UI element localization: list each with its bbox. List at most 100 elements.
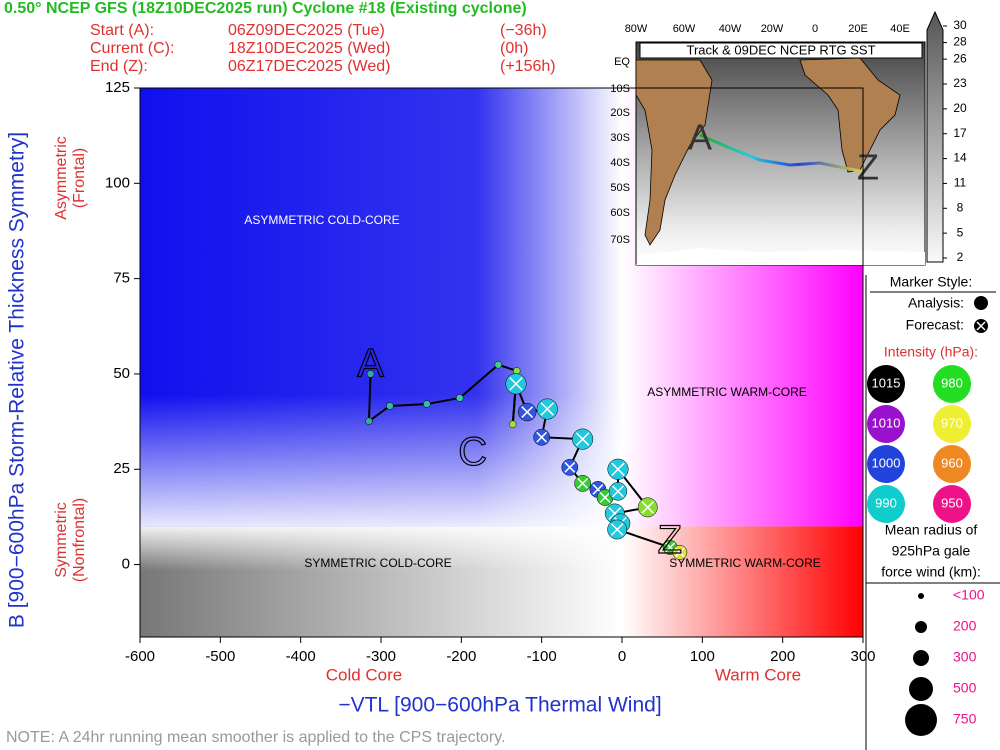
intensity-label: 1000 bbox=[872, 455, 901, 470]
colorbar-label: 30 bbox=[953, 18, 967, 32]
lon-label: 40W bbox=[719, 23, 742, 35]
intensity-label: 960 bbox=[941, 455, 963, 470]
analysis-point bbox=[423, 400, 431, 408]
intensity-label: 1010 bbox=[872, 415, 901, 430]
legend-title: Intensity (hPa): bbox=[884, 344, 978, 360]
lon-label: 40E bbox=[890, 23, 910, 35]
header-text: (0h) bbox=[500, 40, 528, 57]
legend-symbol bbox=[976, 321, 986, 331]
forecast-cross bbox=[509, 377, 523, 391]
forecast-cross bbox=[575, 432, 590, 446]
lon-label: 80W bbox=[625, 23, 648, 35]
region-label: SYMMETRIC WARM-CORE bbox=[669, 556, 821, 570]
lat-label: 20S bbox=[610, 107, 630, 119]
inset-marker: Z bbox=[857, 147, 879, 188]
header-text: Current (C): bbox=[90, 40, 174, 57]
colorbar-label: 14 bbox=[953, 151, 967, 165]
continent bbox=[635, 59, 713, 246]
forecast-cross bbox=[521, 406, 534, 418]
y-tick-label: 50 bbox=[113, 365, 130, 382]
radius-swatch bbox=[905, 704, 937, 736]
track-marker: C bbox=[458, 430, 487, 474]
lat-label: 70S bbox=[610, 234, 630, 246]
lat-label: 10S bbox=[610, 83, 630, 95]
colorbar-label: 26 bbox=[953, 51, 967, 65]
antarctica bbox=[636, 248, 925, 265]
y-side-label: (Nonfrontal) bbox=[71, 498, 88, 582]
legend-title: Marker Style: bbox=[890, 274, 972, 290]
colorbar-label: 8 bbox=[957, 200, 964, 214]
region-bg bbox=[140, 88, 622, 527]
x-axis-label: −VTL [900−600hPa Thermal Wind] bbox=[338, 694, 661, 717]
radius-label: 300 bbox=[953, 649, 977, 665]
lat-label: EQ bbox=[614, 56, 630, 68]
y-side-label: Symmetric bbox=[53, 502, 70, 578]
y-tick-label: 125 bbox=[105, 79, 130, 96]
colorbar-label: 2 bbox=[957, 250, 964, 264]
forecast-cross bbox=[564, 461, 576, 473]
legend-title: Mean radius of bbox=[885, 522, 978, 538]
header-text: 18Z10DEC2025 (Wed) bbox=[228, 40, 390, 57]
colorbar-label: 17 bbox=[953, 126, 967, 140]
forecast-cross bbox=[577, 477, 589, 489]
lon-label: 20W bbox=[761, 23, 784, 35]
colorbar bbox=[926, 10, 944, 263]
x-tick-label: -500 bbox=[205, 648, 235, 665]
intensity-label: 970 bbox=[941, 415, 963, 430]
inset-marker: A bbox=[688, 117, 712, 158]
intensity-label: 1015 bbox=[872, 375, 901, 390]
radius-label: 750 bbox=[953, 711, 977, 727]
lat-label: 60S bbox=[610, 207, 630, 219]
legend-symbol bbox=[974, 296, 988, 310]
inset-map: A Z Track & 09DEC NCEP RTG SST 80W 60W 40W… bbox=[610, 10, 967, 266]
x-tick-label: -400 bbox=[286, 648, 316, 665]
x-side-label: Cold Core bbox=[326, 665, 403, 684]
header-text: (+156h) bbox=[500, 58, 556, 75]
plot-frame bbox=[139, 87, 864, 638]
forecast-cross bbox=[611, 462, 625, 476]
y-tick-label: 100 bbox=[105, 174, 130, 191]
inset-title-box bbox=[639, 42, 923, 59]
intensity-swatch bbox=[867, 365, 905, 403]
lat-label: 40S bbox=[610, 157, 630, 169]
colorbar-label: 28 bbox=[953, 35, 967, 49]
intensity-label: 990 bbox=[875, 495, 897, 510]
intensity-label: 980 bbox=[941, 375, 963, 390]
analysis-point bbox=[494, 361, 503, 369]
colorbar-label: 23 bbox=[953, 76, 967, 90]
track-marker: A bbox=[357, 342, 384, 386]
lon-label: 0 bbox=[812, 23, 818, 35]
background bbox=[140, 88, 863, 637]
y-side-label: (Frontal) bbox=[71, 148, 88, 208]
y-tick-label: 0 bbox=[122, 556, 130, 573]
analysis-point bbox=[386, 402, 394, 410]
x-tick-label: 100 bbox=[690, 648, 715, 665]
radius-swatch bbox=[915, 621, 927, 633]
analysis-point bbox=[366, 370, 375, 378]
radius-label: <100 bbox=[953, 587, 985, 603]
x-tick-label: -600 bbox=[125, 648, 155, 665]
colorbar-label: 11 bbox=[954, 176, 967, 190]
radius-label: 200 bbox=[953, 618, 977, 634]
x-tick-label: 200 bbox=[770, 648, 795, 665]
radius-swatch bbox=[909, 677, 933, 701]
lon-label: 20E bbox=[848, 23, 868, 35]
inset-title: Track & 09DEC NCEP RTG SST bbox=[686, 42, 875, 57]
forecast-cross bbox=[536, 431, 548, 443]
region-bg bbox=[140, 526, 622, 637]
legend-label: Forecast: bbox=[906, 317, 964, 333]
forecast-cross bbox=[610, 523, 624, 536]
y-axis-label: B [900−600hPa Storm-Relative Thickness S… bbox=[6, 132, 29, 628]
x-tick-label: -300 bbox=[366, 648, 396, 665]
header-text: 06Z09DEC2025 (Tue) bbox=[228, 22, 385, 39]
legend-label: Analysis: bbox=[908, 295, 964, 311]
intensity-swatch bbox=[933, 365, 971, 403]
x-tick-label: -200 bbox=[446, 648, 476, 665]
intensity-label: 950 bbox=[941, 495, 963, 510]
radius-label: 500 bbox=[953, 680, 977, 696]
x-tick-label: -100 bbox=[527, 648, 557, 665]
intensity-swatch bbox=[933, 405, 971, 443]
x-tick-label: 0 bbox=[618, 648, 626, 665]
radius-swatch bbox=[913, 650, 929, 666]
